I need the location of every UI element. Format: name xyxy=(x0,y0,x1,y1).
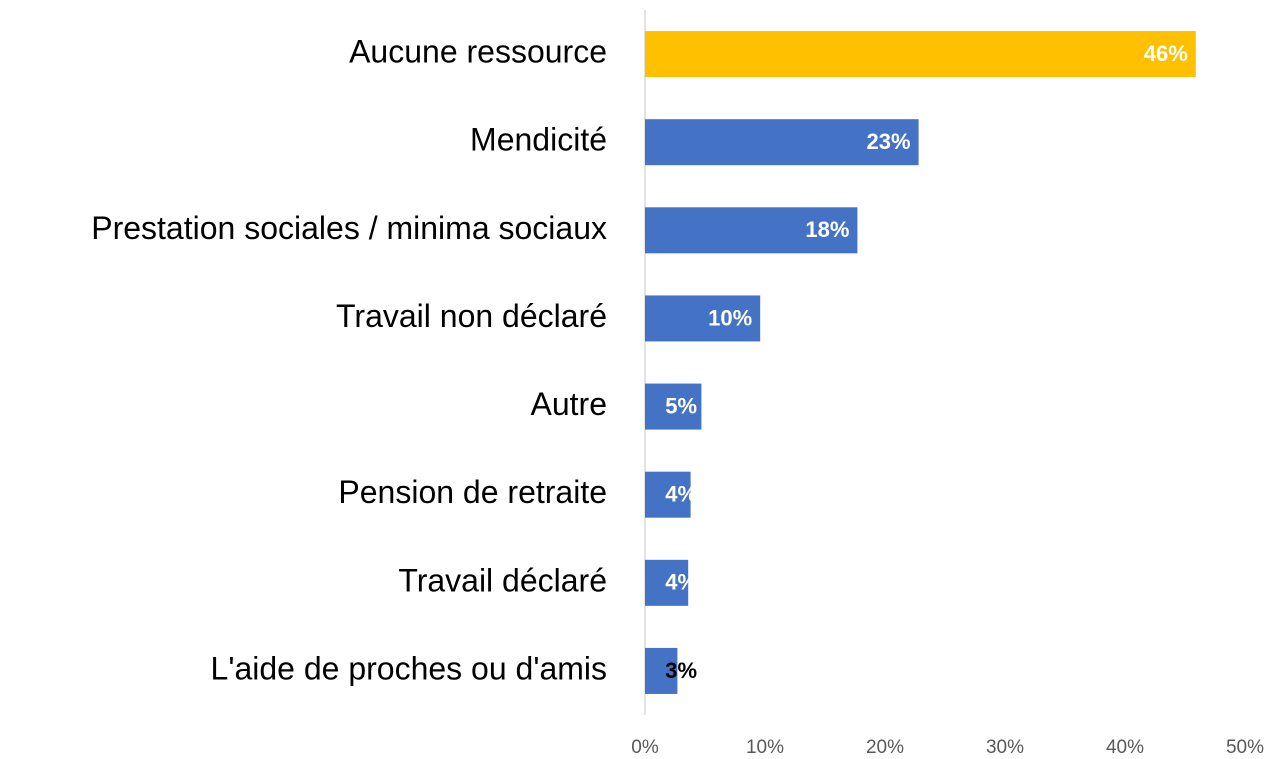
bar xyxy=(645,31,1196,78)
x-tick-label: 50% xyxy=(1226,737,1264,758)
data-label: 3% xyxy=(665,658,697,683)
data-label: 4% xyxy=(665,482,697,507)
x-tick-label: 10% xyxy=(746,737,784,758)
y-tick-label: L'aide de proches ou d'amis xyxy=(211,650,607,686)
y-tick-label: Aucune ressource xyxy=(349,34,607,70)
bar xyxy=(645,295,761,342)
y-tick-label: Mendicité xyxy=(470,122,607,158)
y-tick-label: Pension de retraite xyxy=(338,474,607,510)
data-label: 4% xyxy=(665,570,697,595)
data-label: 5% xyxy=(665,393,697,418)
x-tick-label: 0% xyxy=(631,737,659,758)
data-label: 10% xyxy=(708,305,752,330)
bar xyxy=(645,471,691,518)
bar xyxy=(645,559,689,606)
data-label: 46% xyxy=(1144,41,1188,66)
bar xyxy=(645,207,858,254)
x-tick-label: 20% xyxy=(866,737,904,758)
y-tick-label: Travail non déclaré xyxy=(336,298,607,334)
data-label: 23% xyxy=(867,129,911,154)
y-tick-label: Prestation sociales / minima sociaux xyxy=(91,210,607,246)
y-tick-label: Travail déclaré xyxy=(398,562,607,598)
y-tick-label: Autre xyxy=(531,386,607,422)
data-label: 18% xyxy=(805,217,849,242)
bar xyxy=(645,647,678,694)
bar xyxy=(645,383,702,430)
x-tick-label: 30% xyxy=(986,737,1024,758)
x-tick-label: 40% xyxy=(1106,737,1144,758)
bar xyxy=(645,119,919,166)
